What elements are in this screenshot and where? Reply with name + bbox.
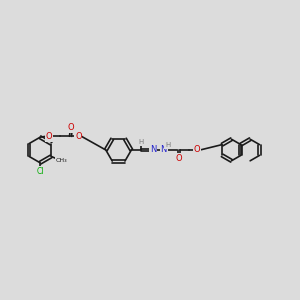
Text: H: H	[139, 139, 144, 145]
Text: O: O	[194, 146, 200, 154]
Text: N: N	[160, 146, 167, 154]
Text: N: N	[150, 146, 156, 154]
Text: O: O	[67, 123, 74, 132]
Text: O: O	[46, 132, 52, 141]
Text: O: O	[75, 132, 82, 141]
Text: Cl: Cl	[36, 167, 44, 176]
Text: H: H	[165, 142, 170, 148]
Text: O: O	[175, 154, 182, 163]
Text: CH₃: CH₃	[55, 158, 67, 163]
